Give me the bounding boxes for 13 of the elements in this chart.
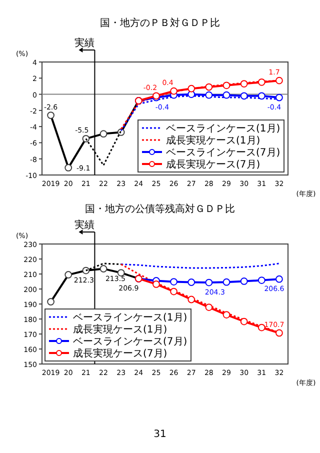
legend-label: ベースラインケース(7月) xyxy=(73,336,188,348)
legend-label: ベースラインケース(1月) xyxy=(166,124,280,134)
legend-label: 成長実現ケース(7月) xyxy=(73,348,168,360)
legend-label: 成長実現ケース(1月) xyxy=(166,134,260,146)
chart-title: 国・地方の公債等残高対ＧＤＰ比 xyxy=(85,203,235,215)
legend-label: 成長実現ケース(1月) xyxy=(73,324,168,336)
text: 31 xyxy=(154,429,166,440)
ref-line-label: 実績 xyxy=(74,37,95,49)
legend-label: 成長実現ケース(7月) xyxy=(166,158,260,170)
legend-label: ベースラインケース(7月) xyxy=(166,148,280,158)
ref-line-label: 実績 xyxy=(74,219,95,231)
legend-label: ベースラインケース(1月) xyxy=(73,312,188,324)
chart-title: 国・地方のＰＢ対ＧＤＰ比 xyxy=(100,17,220,29)
